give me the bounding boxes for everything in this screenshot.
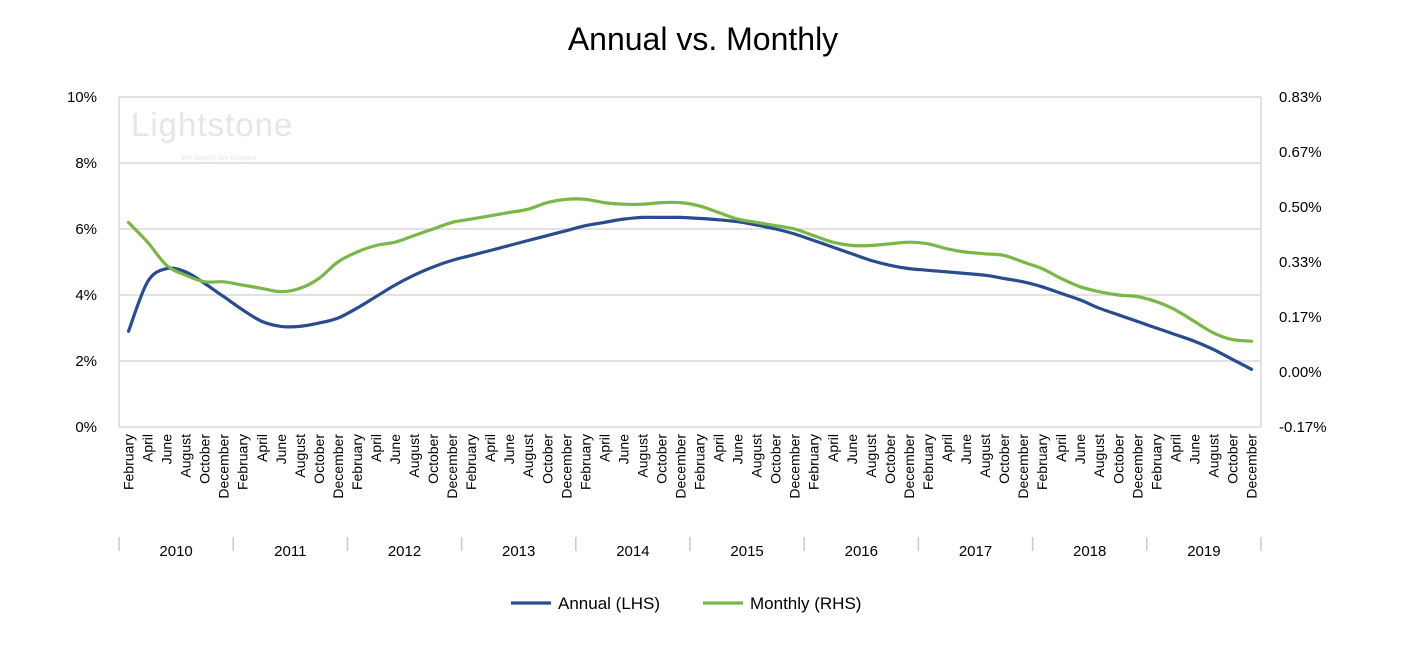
x-month-label: April xyxy=(825,434,841,462)
x-year-label: 2018 xyxy=(1073,543,1106,560)
x-month-label: October xyxy=(1225,434,1241,484)
x-month-label: August xyxy=(1205,434,1221,478)
x-month-label: June xyxy=(159,434,175,465)
x-month-label: June xyxy=(844,434,860,465)
x-month-label: December xyxy=(1015,434,1031,499)
x-month-label: February xyxy=(1148,434,1164,490)
x-month-label: June xyxy=(1186,434,1202,465)
series-line-monthly xyxy=(126,197,1254,343)
right-tick-label: 0.33% xyxy=(1279,254,1322,271)
x-month-label: December xyxy=(673,434,689,499)
left-y-axis: 0% 2% 4% 6% 8% 10% xyxy=(67,89,97,436)
x-month-label: August xyxy=(178,434,194,478)
x-month-label: June xyxy=(387,434,403,465)
x-year-label: 2013 xyxy=(502,543,535,560)
x-month-label: August xyxy=(292,434,308,478)
x-month-label: April xyxy=(711,434,727,462)
x-month-label: April xyxy=(140,434,156,462)
x-month-label: February xyxy=(235,434,251,490)
right-tick-label: 0.00% xyxy=(1279,364,1322,381)
x-month-label: December xyxy=(1244,434,1260,499)
right-tick-label: -0.17% xyxy=(1279,419,1327,436)
x-month-label: December xyxy=(901,434,917,499)
x-month-label: April xyxy=(939,434,955,462)
x-month-label: February xyxy=(121,434,137,490)
right-tick-label: 0.17% xyxy=(1279,309,1322,326)
x-month-label: June xyxy=(273,434,289,465)
x-month-label: October xyxy=(197,434,213,484)
x-month-label: October xyxy=(539,434,555,484)
watermark-tagline: We simplify the complex xyxy=(181,155,257,162)
left-tick-label: 10% xyxy=(67,89,97,106)
x-month-label: October xyxy=(768,434,784,484)
x-month-label: August xyxy=(634,434,650,478)
x-year-label: 2010 xyxy=(159,543,192,560)
x-month-label: April xyxy=(254,434,270,462)
x-year-label: 2016 xyxy=(845,543,878,560)
x-month-label: April xyxy=(596,434,612,462)
legend-label: Annual (LHS) xyxy=(558,594,660,613)
x-month-label: August xyxy=(520,434,536,478)
series-line-annual xyxy=(126,215,1254,371)
legend: Annual (LHS) Monthly (RHS) xyxy=(511,594,861,613)
x-year-label: 2017 xyxy=(959,543,992,560)
x-month-label: August xyxy=(749,434,765,478)
x-month-label: February xyxy=(349,434,365,490)
x-month-label: April xyxy=(1167,434,1183,462)
x-month-label: February xyxy=(577,434,593,490)
x-month-label: February xyxy=(920,434,936,490)
x-month-label: February xyxy=(692,434,708,490)
x-month-label: October xyxy=(1110,434,1126,484)
gridlines xyxy=(118,96,1262,428)
x-month-label: August xyxy=(406,434,422,478)
x-month-label: June xyxy=(730,434,746,465)
x-month-label: February xyxy=(1034,434,1050,490)
x-axis: February April June August October December Fe… xyxy=(118,434,1262,560)
x-month-label: August xyxy=(1091,434,1107,478)
x-month-label: April xyxy=(482,434,498,462)
x-month-label: October xyxy=(996,434,1012,484)
left-tick-label: 0% xyxy=(75,419,97,436)
x-year-label: 2015 xyxy=(730,543,763,560)
left-tick-label: 4% xyxy=(75,287,97,304)
x-month-label: December xyxy=(216,434,232,499)
chart-title: Annual vs. Monthly xyxy=(568,21,838,57)
watermark: Lightstone We simplify the complex xyxy=(131,106,293,162)
x-year-label: 2014 xyxy=(616,543,649,560)
x-month-label: December xyxy=(444,434,460,499)
series-lines xyxy=(126,197,1254,371)
x-month-label: February xyxy=(463,434,479,490)
x-year-label: 2019 xyxy=(1187,543,1220,560)
right-tick-label: 0.83% xyxy=(1279,89,1322,106)
x-month-label: December xyxy=(330,434,346,499)
x-month-label: April xyxy=(1053,434,1069,462)
x-month-label: December xyxy=(558,434,574,499)
x-month-label: February xyxy=(806,434,822,490)
x-month-label: October xyxy=(654,434,670,484)
x-month-label: October xyxy=(425,434,441,484)
x-month-label: June xyxy=(615,434,631,465)
watermark-logo: Lightstone xyxy=(131,106,293,143)
x-month-label: August xyxy=(977,434,993,478)
left-tick-label: 6% xyxy=(75,221,97,238)
right-tick-label: 0.67% xyxy=(1279,144,1322,161)
x-month-label: June xyxy=(501,434,517,465)
x-month-label: October xyxy=(311,434,327,484)
left-tick-label: 2% xyxy=(75,353,97,370)
x-year-label: 2011 xyxy=(274,543,306,560)
right-y-axis: -0.17% 0.00% 0.17% 0.33% 0.50% 0.67% 0.83% xyxy=(1279,89,1327,436)
x-month-label: August xyxy=(863,434,879,478)
x-month-label: December xyxy=(787,434,803,499)
right-tick-label: 0.50% xyxy=(1279,199,1322,216)
x-month-label: June xyxy=(1072,434,1088,465)
x-year-label: 2012 xyxy=(388,543,421,560)
x-month-label: June xyxy=(958,434,974,465)
x-month-label: October xyxy=(882,434,898,484)
legend-label: Monthly (RHS) xyxy=(750,594,861,613)
x-month-label: December xyxy=(1129,434,1145,499)
left-tick-label: 8% xyxy=(75,155,97,172)
x-month-label: April xyxy=(368,434,384,462)
